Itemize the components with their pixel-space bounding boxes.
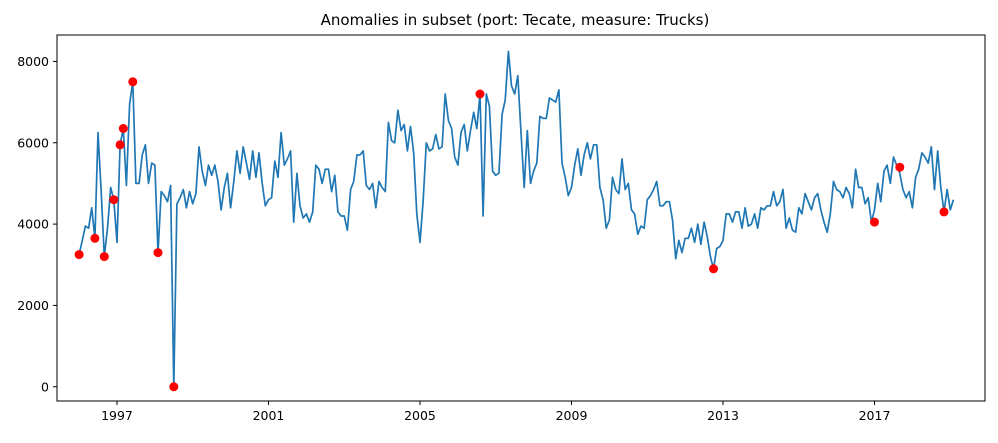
anomaly-point	[115, 140, 125, 150]
chart-title: Anomalies in subset (port: Tecate, measu…	[321, 11, 710, 29]
anomaly-point	[74, 250, 84, 260]
anomaly-point	[939, 207, 949, 217]
x-tick-label: 2001	[253, 408, 285, 423]
anomaly-point	[99, 252, 109, 262]
anomaly-point	[895, 162, 905, 172]
series-line	[78, 50, 955, 388]
anomaly-point	[169, 382, 179, 392]
y-tick-label: 0	[41, 379, 49, 394]
x-tick-label: 2005	[404, 408, 436, 423]
x-tick-label: 1997	[101, 408, 133, 423]
y-tick-label: 8000	[17, 54, 49, 69]
anomaly-point	[475, 89, 485, 99]
anomaly-point	[128, 77, 138, 87]
anomaly-point	[118, 124, 128, 133]
y-tick-label: 4000	[17, 217, 49, 232]
x-tick-label: 2009	[556, 408, 588, 423]
x-tick-label: 2013	[707, 408, 739, 423]
anomaly-point	[709, 264, 718, 274]
anomaly-point	[870, 217, 879, 227]
x-axis: 1997 2001 2005 2009 2013 2017	[101, 401, 890, 423]
anomaly-point	[109, 195, 119, 205]
axes-frame	[56, 34, 986, 402]
y-axis: 0 2000 4000 6000 8000	[17, 54, 57, 394]
anomaly-point	[153, 248, 163, 258]
x-tick-label: 2017	[859, 408, 891, 423]
y-tick-label: 2000	[17, 298, 49, 313]
y-tick-label: 6000	[17, 135, 49, 150]
anomaly-point	[90, 233, 100, 243]
plot-area	[74, 50, 955, 392]
